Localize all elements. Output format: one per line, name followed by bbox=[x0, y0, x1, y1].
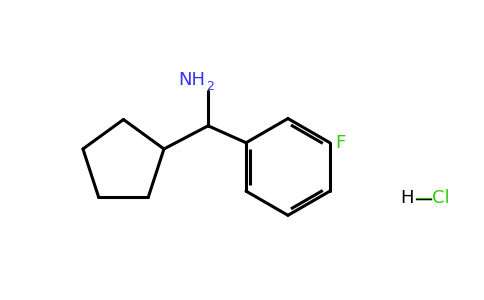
Text: F: F bbox=[336, 134, 346, 152]
Text: —Cl: —Cl bbox=[414, 189, 450, 207]
Text: —: — bbox=[414, 189, 432, 207]
Text: NH: NH bbox=[179, 70, 206, 88]
Text: H: H bbox=[400, 189, 414, 207]
Text: 2: 2 bbox=[206, 80, 214, 93]
